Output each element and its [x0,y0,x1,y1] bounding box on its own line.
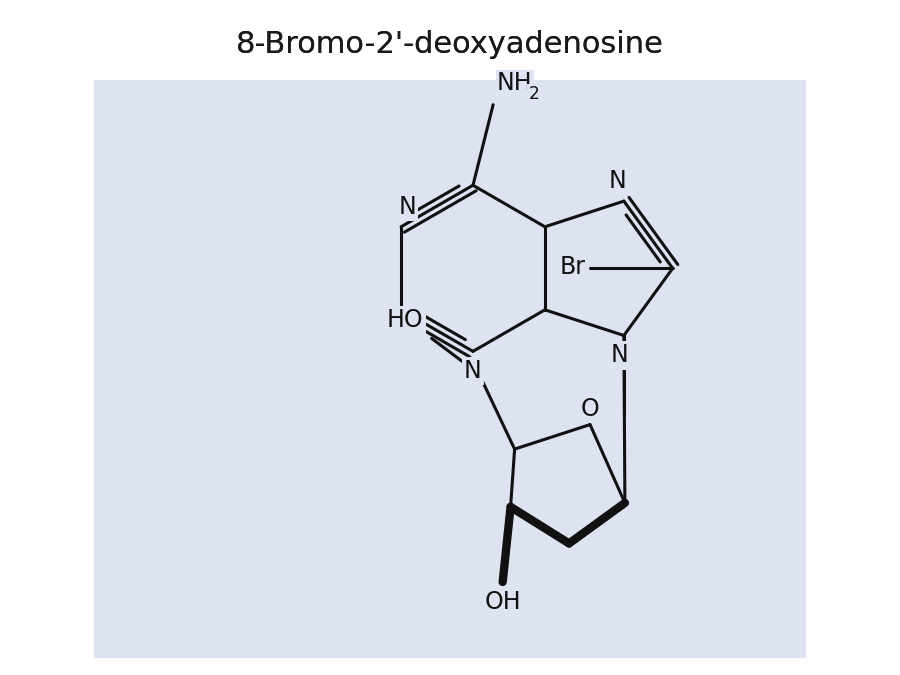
FancyBboxPatch shape [94,0,806,80]
Text: 2: 2 [528,85,540,103]
Text: NH: NH [497,71,533,95]
Text: Br: Br [560,254,586,279]
Text: N: N [608,169,626,193]
Text: N: N [611,344,629,367]
Text: O: O [580,397,599,421]
Text: N: N [464,359,482,383]
Text: OH: OH [484,590,521,614]
FancyBboxPatch shape [94,41,806,658]
Text: 8-Bromo-2'-deoxyadenosine: 8-Bromo-2'-deoxyadenosine [236,30,664,59]
Text: HO: HO [387,308,424,332]
Text: 8-Bromo-2'-deoxyadenosine: 8-Bromo-2'-deoxyadenosine [236,30,664,59]
Text: N: N [399,195,417,219]
